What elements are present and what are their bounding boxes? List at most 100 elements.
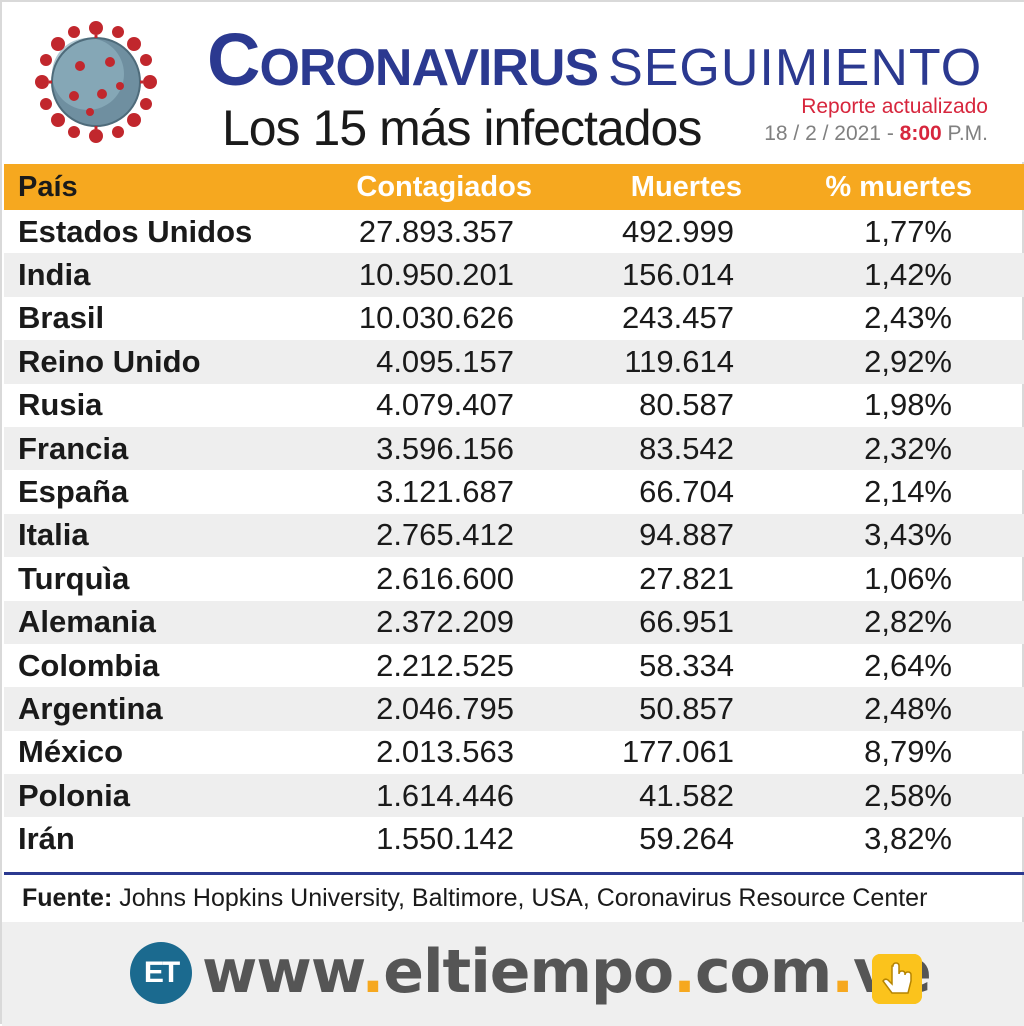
report-date-text: 18 / 2 / 2021 - [764, 122, 894, 145]
page-subtitle: Los 15 más infectados [222, 98, 702, 158]
coronavirus-icon [35, 21, 157, 143]
website-link[interactable]: www.eltiempo.com.ve [202, 936, 932, 1008]
cell-country: Irán [18, 821, 75, 857]
cell-deaths: 94.887 [639, 517, 734, 553]
cell-country: Estados Unidos [18, 213, 253, 249]
table-row: Rusia 4.079.407 80.587 1,98% [4, 384, 1024, 427]
cell-deaths: 27.821 [639, 560, 734, 596]
cell-deaths: 66.951 [639, 604, 734, 640]
source-note: Fuente: Johns Hopkins University, Baltim… [22, 884, 927, 913]
url-part: www [202, 937, 362, 1007]
table-row: Brasil 10.030.626 243.457 2,43% [4, 297, 1024, 340]
report-ampm: P.M. [947, 122, 988, 145]
cell-pct: 1,77% [864, 213, 952, 249]
cell-country: India [18, 257, 91, 293]
divider [4, 872, 1024, 875]
table-row: Colombia 2.212.525 58.334 2,64% [4, 644, 1024, 687]
cell-pct: 2,43% [864, 300, 952, 336]
url-dot: . [673, 937, 696, 1007]
cell-pct: 2,64% [864, 647, 952, 683]
cell-pct: 1,98% [864, 387, 952, 423]
cell-deaths: 156.014 [621, 257, 734, 293]
page-title: Coronavirus SEGUIMIENTO [207, 18, 982, 110]
title-main: Coronavirus [207, 18, 599, 101]
header-pct: % muertes [825, 170, 972, 203]
cell-deaths: 66.704 [639, 474, 734, 510]
cell-pct: 8,79% [864, 734, 952, 770]
cell-country: España [18, 474, 129, 510]
cell-deaths: 492.999 [621, 213, 734, 249]
cell-country: Brasil [18, 300, 105, 336]
cell-cases: 2.046.795 [376, 690, 514, 726]
table-row: España 3.121.687 66.704 2,14% [4, 470, 1024, 513]
url-part: eltiempo [383, 937, 674, 1007]
url-dot: . [831, 937, 854, 1007]
table-row: Italia 2.765.412 94.887 3,43% [4, 513, 1024, 558]
cell-country: Alemania [18, 604, 156, 640]
cell-pct: 2,58% [864, 777, 952, 813]
cell-pct: 1,42% [864, 257, 952, 293]
cell-deaths: 80.587 [639, 387, 734, 423]
cell-country: Turquìa [18, 560, 130, 596]
cell-country: Polonia [18, 777, 130, 813]
logo: ET [130, 942, 192, 1004]
table-row: Polonia 1.614.446 41.582 2,58% [4, 774, 1024, 818]
table-header: País Contagiados Muertes % muertes [4, 164, 1024, 210]
hand-pointer-icon [872, 954, 922, 1004]
table-row: Alemania 2.372.209 66.951 2,82% [4, 600, 1024, 644]
cell-pct: 2,92% [864, 343, 952, 379]
cell-cases: 3.596.156 [376, 430, 514, 466]
subtitle-num: 15 [312, 100, 368, 156]
cell-country: Rusia [18, 387, 103, 423]
source-label: Fuente: [22, 884, 113, 912]
cell-cases: 2.212.525 [376, 647, 514, 683]
cell-deaths: 58.334 [639, 647, 734, 683]
header: Coronavirus SEGUIMIENTO Los 15 más infect… [2, 2, 1024, 162]
cell-pct: 2,14% [864, 474, 952, 510]
cell-country: Argentina [18, 690, 163, 726]
cell-pct: 2,48% [864, 690, 952, 726]
cell-pct: 2,32% [864, 430, 952, 466]
table-row: India 10.950.201 156.014 1,42% [4, 253, 1024, 297]
cell-pct: 2,82% [864, 604, 952, 640]
source-text: Johns Hopkins University, Baltimore, USA… [119, 884, 928, 912]
cell-cases: 3.121.687 [376, 474, 514, 510]
table-row: Reino Unido 4.095.157 119.614 2,92% [4, 340, 1024, 384]
cell-cases: 2.372.209 [376, 604, 514, 640]
header-country: País [18, 170, 78, 203]
data-table: País Contagiados Muertes % muertes Estad… [4, 164, 1024, 861]
cell-deaths: 41.582 [639, 777, 734, 813]
cell-country: Francia [18, 430, 129, 466]
cell-cases: 1.614.446 [376, 777, 514, 813]
subtitle-pre: Los [222, 100, 301, 156]
report-time: 8:00 [899, 122, 942, 145]
subtitle-post: más infectados [379, 100, 702, 156]
report-date: 18 / 2 / 2021 - 8:00 P.M. [764, 120, 988, 148]
cell-cases: 10.950.201 [358, 257, 514, 293]
cell-cases: 27.893.357 [358, 213, 514, 249]
table-row: Irán 1.550.142 59.264 3,82% [4, 817, 1024, 860]
cell-deaths: 59.264 [639, 821, 734, 857]
cell-deaths: 243.457 [621, 300, 734, 336]
brand-bar: ET www.eltiempo.com.ve [2, 922, 1024, 1026]
cell-cases: 2.013.563 [376, 734, 514, 770]
header-cases: Contagiados [356, 170, 532, 203]
table-row: Francia 3.596.156 83.542 2,32% [4, 426, 1024, 471]
cell-cases: 4.095.157 [376, 343, 514, 379]
table-row: Argentina 2.046.795 50.857 2,48% [4, 687, 1024, 731]
cell-deaths: 119.614 [624, 343, 734, 379]
cell-pct: 3,82% [864, 821, 952, 857]
cell-deaths: 177.061 [621, 734, 734, 770]
cell-cases: 2.616.600 [376, 560, 514, 596]
cell-cases: 2.765.412 [376, 517, 514, 553]
title-sub: SEGUIMIENTO [608, 39, 983, 97]
report-label: Reporte actualizado [801, 95, 988, 118]
url-part: com [694, 937, 832, 1007]
cell-country: Italia [18, 517, 89, 553]
header-deaths: Muertes [630, 170, 742, 203]
cell-country: México [18, 734, 124, 770]
cell-country: Reino Unido [18, 343, 201, 379]
cell-cases: 10.030.626 [358, 300, 514, 336]
table-row: Estados Unidos 27.893.357 492.999 1,77% [4, 210, 1024, 253]
